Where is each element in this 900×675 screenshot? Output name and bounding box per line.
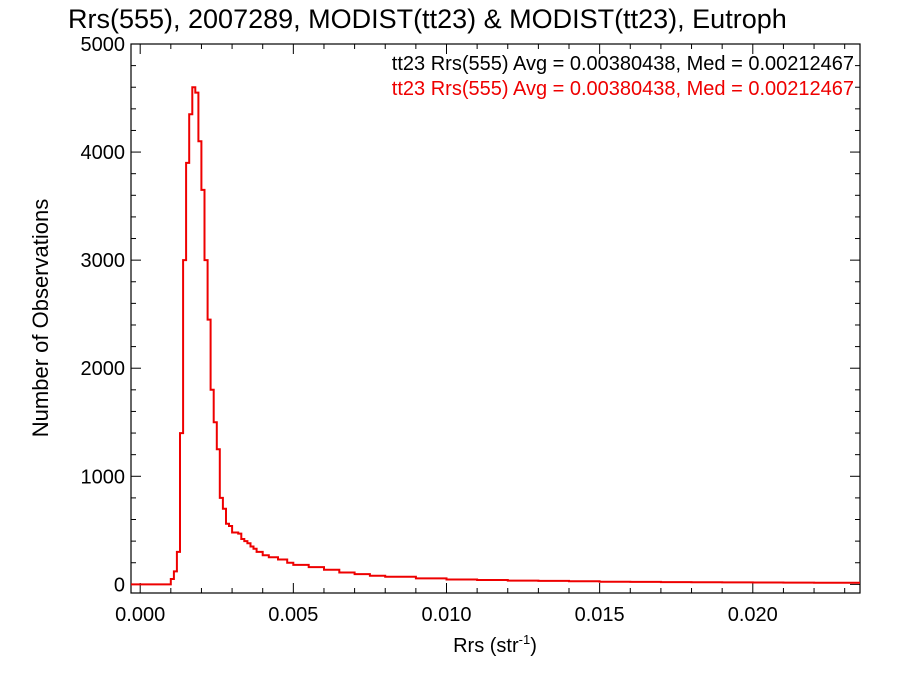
y-tick-label: 1000 bbox=[81, 466, 126, 488]
x-axis-label-sup: -1 bbox=[519, 632, 531, 647]
x-axis-label: Rrs (str-1) bbox=[453, 632, 537, 657]
y-tick-label: 0 bbox=[114, 574, 125, 596]
axis-tick-labels: 0.000 0.005 0.010 0.015 0.020 0 1000 2000 3000 40… bbox=[81, 34, 778, 626]
x-tick-label: 0.020 bbox=[728, 604, 778, 626]
x-axis-label-close: ) bbox=[530, 635, 537, 657]
y-tick-label: 2000 bbox=[81, 358, 126, 380]
plot-frame bbox=[130, 43, 861, 594]
annotation-black: tt23 Rrs(555) Avg = 0.00380438, Med = 0.… bbox=[392, 53, 854, 75]
x-tick-label: 0.015 bbox=[575, 604, 625, 626]
y-tick-label: 3000 bbox=[81, 250, 126, 272]
annotation-red: tt23 Rrs(555) Avg = 0.00380438, Med = 0.… bbox=[392, 78, 854, 100]
axis-ticks bbox=[131, 43, 860, 593]
chart-title: Rrs(555), 2007289, MODIST(tt23) & MODIST… bbox=[68, 4, 787, 34]
y-tick-label: 5000 bbox=[81, 34, 126, 56]
x-tick-label: 0.000 bbox=[115, 604, 165, 626]
x-tick-label: 0.005 bbox=[268, 604, 318, 626]
x-axis-label-main: Rrs (str bbox=[453, 635, 519, 657]
y-axis-label: Number of Observations bbox=[28, 199, 53, 437]
y-tick-label: 4000 bbox=[81, 142, 126, 164]
series-line bbox=[131, 86, 860, 586]
x-tick-label: 0.010 bbox=[421, 604, 471, 626]
